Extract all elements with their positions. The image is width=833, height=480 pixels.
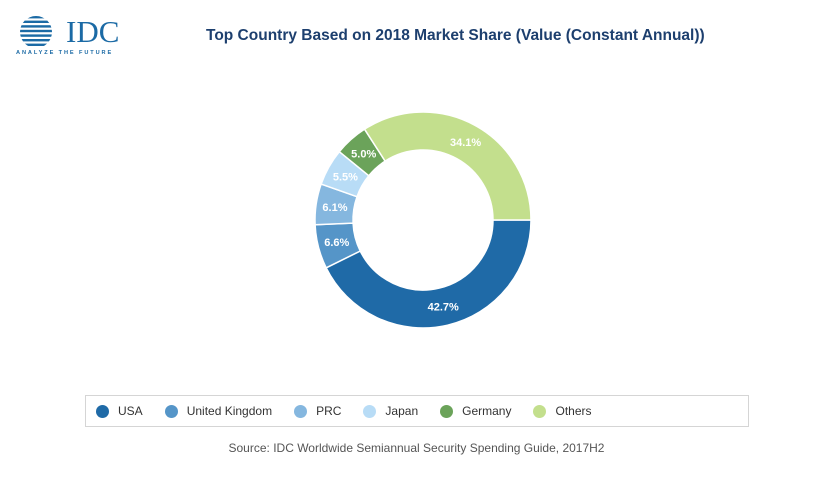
legend-swatch <box>440 404 454 418</box>
legend-label: Germany <box>462 404 512 418</box>
logo-tagline: ANALYZE THE FUTURE <box>16 50 114 56</box>
legend-item-united-kingdom[interactable]: United Kingdom <box>164 404 273 418</box>
legend-swatch <box>294 404 308 418</box>
legend-swatch <box>164 404 178 418</box>
data-label-usa: 42.7% <box>428 302 459 314</box>
legend-label: Others <box>555 404 592 418</box>
legend-item-prc[interactable]: PRC <box>294 404 341 418</box>
data-label-germany: 5.0% <box>351 149 376 161</box>
legend-label: PRC <box>316 404 342 418</box>
donut-slice-others[interactable] <box>363 111 532 221</box>
donut-chart: 42.7% 6.6% 6.1% 5.5% 5.0% 34.1% <box>314 111 532 329</box>
source-note: Source: IDC Worldwide Semiannual Securit… <box>228 441 605 455</box>
idc-logo: IDC ANALYZE THE FUTURE <box>14 14 134 60</box>
legend-item-germany[interactable]: Germany <box>440 404 511 418</box>
logo-text: IDC <box>66 14 120 49</box>
data-label-others: 34.1% <box>450 137 481 149</box>
globe-icon <box>20 16 52 46</box>
legend-item-others[interactable]: Others <box>533 404 592 418</box>
legend-label: USA <box>118 404 143 418</box>
legend-label: Japan <box>385 404 419 418</box>
donut-slice-usa[interactable] <box>325 219 532 329</box>
data-label-united-kingdom: 6.6% <box>324 237 349 249</box>
legend-swatch <box>96 404 109 418</box>
legend-label: United Kingdom <box>186 404 273 418</box>
data-label-prc: 6.1% <box>322 202 347 214</box>
data-label-japan: 5.5% <box>333 171 358 183</box>
legend-item-usa[interactable]: USA <box>96 404 143 418</box>
chart-legend: USA United Kingdom PRC Japan Germany Others <box>85 395 749 427</box>
legend-swatch <box>533 404 547 418</box>
legend-swatch <box>363 404 377 418</box>
chart-title: Top Country Based on 2018 Market Share (… <box>206 27 705 44</box>
legend-item-japan[interactable]: Japan <box>363 404 418 418</box>
